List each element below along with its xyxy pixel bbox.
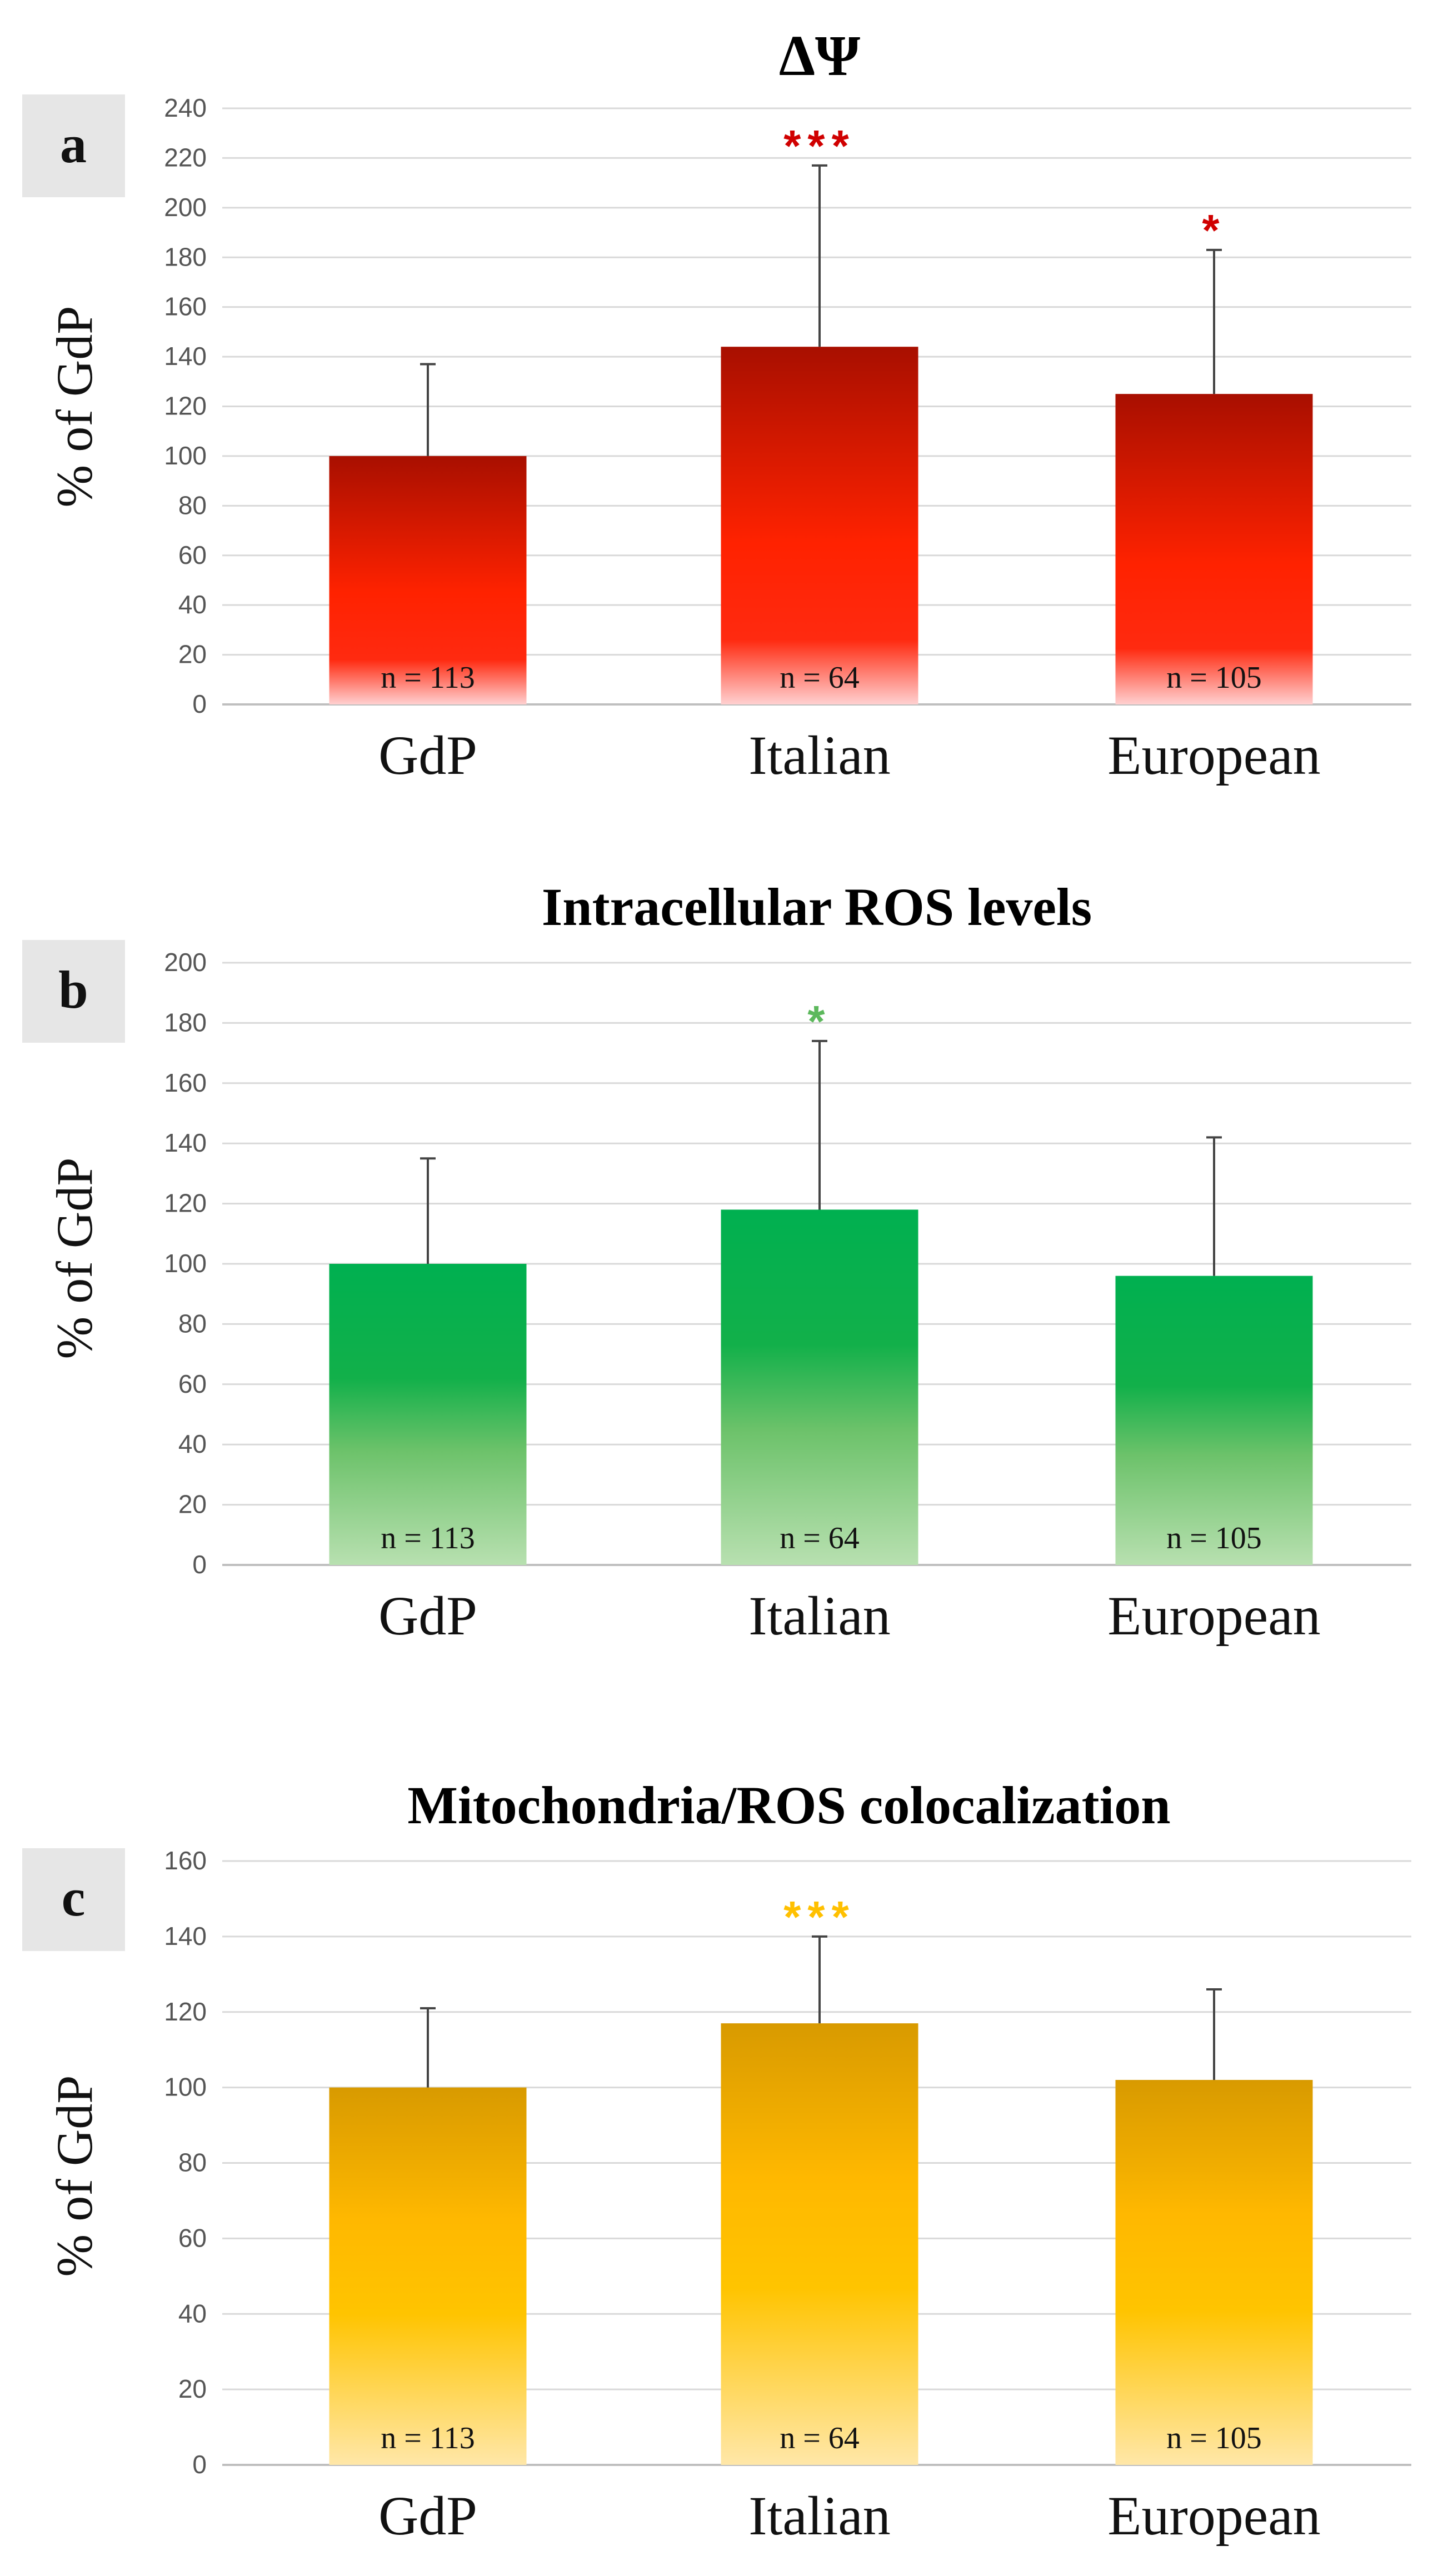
n-label: n = 105	[1166, 661, 1262, 695]
chart-title: Mitochondria/ROS colocalization	[407, 1775, 1170, 1835]
n-label: n = 64	[780, 1521, 860, 1555]
y-tick-label: 20	[178, 1490, 207, 1519]
x-tick-label: Italian	[748, 724, 890, 786]
chart-title: ΔΨ	[779, 24, 860, 88]
y-tick-label: 160	[164, 1846, 207, 1875]
bar	[1115, 394, 1313, 704]
bar	[329, 456, 527, 704]
chart-title: Intracellular ROS levels	[542, 877, 1092, 937]
x-tick-label: Italian	[748, 1585, 890, 1647]
y-tick-label: 100	[164, 2073, 207, 2102]
n-label: n = 105	[1166, 2421, 1262, 2455]
bar	[721, 2023, 918, 2465]
panel-letter: c	[62, 1868, 86, 1927]
plot-area: 0 20 40 60 80 100 120 140 160 n = 113 GdP *** n = 64…	[164, 1846, 1411, 2547]
n-label: n = 113	[381, 661, 475, 695]
x-tick-label: European	[1107, 724, 1320, 786]
x-tick-label: European	[1107, 1585, 1320, 1647]
y-tick-label: 100	[164, 1249, 207, 1278]
y-tick-label: 180	[164, 1008, 207, 1037]
n-label: n = 105	[1166, 1521, 1262, 1555]
y-tick-label: 120	[164, 392, 207, 421]
y-tick-label: 120	[164, 1997, 207, 2026]
y-tick-label: 180	[164, 242, 207, 271]
plot-area: 0 20 40 60 80 100 120 140 160 180 200 n = 113 GdP * n …	[164, 948, 1411, 1647]
x-tick-label: GdP	[378, 2485, 477, 2547]
panel-letter: b	[58, 960, 88, 1019]
panel-c: c Mitochondria/ROS colocalization % of G…	[22, 1775, 1411, 2547]
y-tick-label: 160	[164, 292, 207, 321]
y-tick-label: 60	[178, 2223, 207, 2252]
n-label: n = 64	[780, 661, 860, 695]
y-tick-label: 20	[178, 2374, 207, 2403]
y-tick-label: 80	[178, 491, 207, 519]
panel-a: a ΔΨ % of GdP 0 20 40 60 80 100 120 140 160 180 20…	[22, 24, 1411, 786]
n-label: n = 64	[780, 2421, 860, 2455]
y-tick-label: 80	[178, 2148, 207, 2177]
x-tick-label: GdP	[378, 1585, 477, 1647]
y-tick-label: 140	[164, 1128, 207, 1157]
plot-area: 0 20 40 60 80 100 120 140 160 180 200 220 240 n = 113…	[164, 93, 1411, 786]
bar	[721, 1209, 918, 1565]
y-tick-label: 0	[192, 2450, 207, 2479]
significance-marker: *	[807, 997, 831, 1046]
y-tick-label: 160	[164, 1068, 207, 1097]
significance-marker: ***	[783, 121, 855, 171]
panel-letter-box	[22, 940, 125, 1043]
significance-marker: *	[1202, 206, 1226, 255]
bar	[1115, 2080, 1313, 2465]
y-tick-label: 60	[178, 1369, 207, 1398]
y-tick-label: 140	[164, 1922, 207, 1950]
y-tick-label: 200	[164, 948, 207, 977]
x-tick-label: European	[1107, 2485, 1320, 2547]
bar	[329, 1264, 527, 1565]
n-label: n = 113	[381, 2421, 475, 2455]
y-tick-label: 240	[164, 93, 207, 122]
n-label: n = 113	[381, 1521, 475, 1555]
y-axis-label: % of GdP	[46, 2075, 103, 2277]
x-tick-label: GdP	[378, 724, 477, 786]
y-tick-label: 0	[192, 1550, 207, 1579]
panel-letter-box	[22, 94, 125, 197]
panel-letter: a	[60, 114, 87, 174]
y-tick-label: 140	[164, 342, 207, 371]
y-tick-label: 60	[178, 541, 207, 569]
y-tick-label: 40	[178, 2299, 207, 2328]
bar	[329, 2087, 527, 2465]
y-tick-label: 40	[178, 1429, 207, 1458]
y-tick-label: 40	[178, 590, 207, 619]
y-tick-label: 200	[164, 193, 207, 222]
y-tick-label: 120	[164, 1189, 207, 1218]
bar	[721, 347, 918, 704]
y-axis-label: % of GdP	[46, 306, 103, 508]
panel-letter-box	[22, 1848, 125, 1951]
x-tick-label: Italian	[748, 2485, 890, 2547]
bar	[1115, 1276, 1313, 1565]
panel-b: b Intracellular ROS levels % of GdP 0 20 4…	[22, 877, 1411, 1647]
y-tick-label: 20	[178, 640, 207, 669]
significance-marker: ***	[783, 1892, 855, 1942]
y-tick-label: 80	[178, 1309, 207, 1338]
y-tick-label: 0	[192, 689, 207, 718]
y-tick-label: 220	[164, 143, 207, 172]
y-tick-label: 100	[164, 441, 207, 470]
y-axis-label: % of GdP	[46, 1158, 103, 1359]
